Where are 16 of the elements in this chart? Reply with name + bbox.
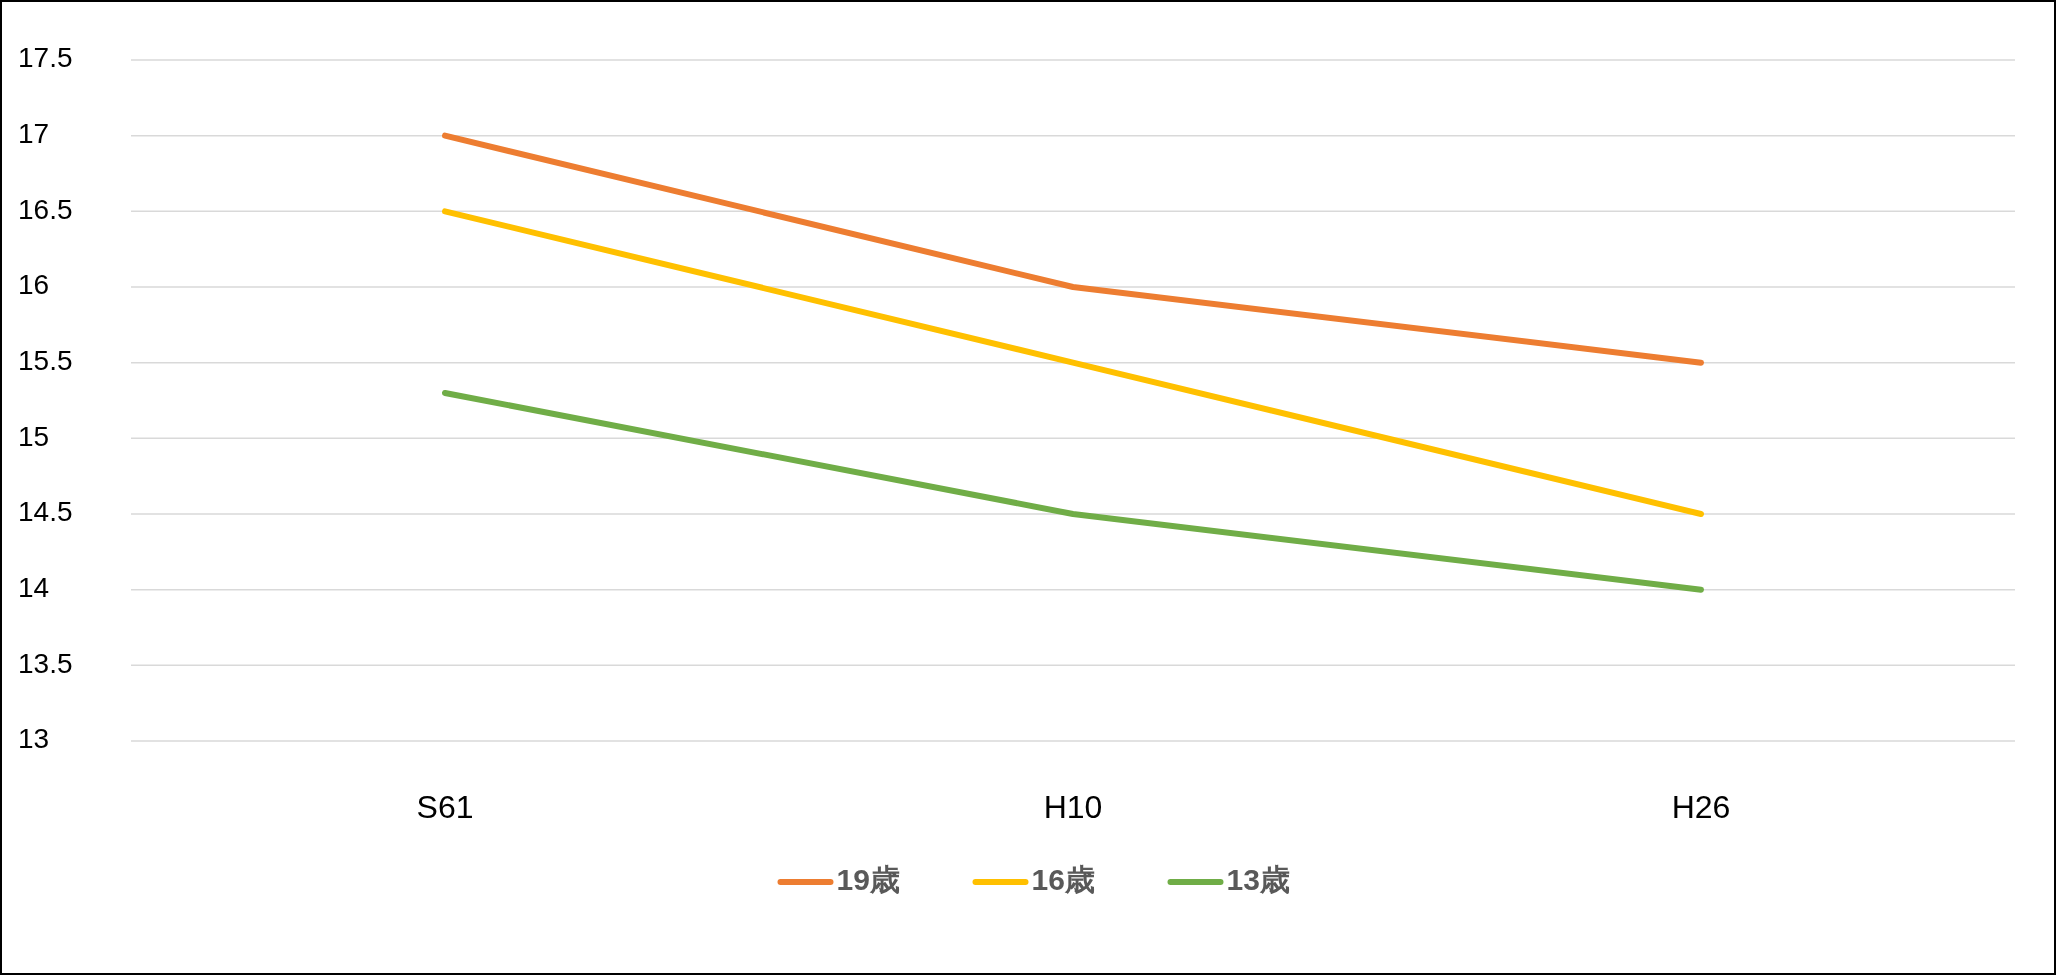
y-tick-label: 15.5 [18,345,73,377]
legend-label: 19歳 [836,862,900,896]
y-tick-label: 13 [18,723,50,755]
y-tick-label: 15 [18,420,50,452]
y-tick-label: 14 [18,572,50,604]
y-tick-label: 17.5 [18,42,73,74]
y-tick-label: 14.5 [18,496,73,528]
y-tick-label: 16.5 [18,193,73,225]
y-tick-label: 13.5 [18,647,73,679]
y-tick-label: 16 [18,269,50,301]
legend-label: 13歳 [1226,862,1290,896]
x-tick-label: H26 [1671,789,1731,826]
y-tick-label: 17 [18,118,50,150]
x-tick-label: S61 [416,789,474,826]
x-tick-label: H10 [1043,789,1103,826]
legend-label: 16歳 [1031,862,1095,896]
